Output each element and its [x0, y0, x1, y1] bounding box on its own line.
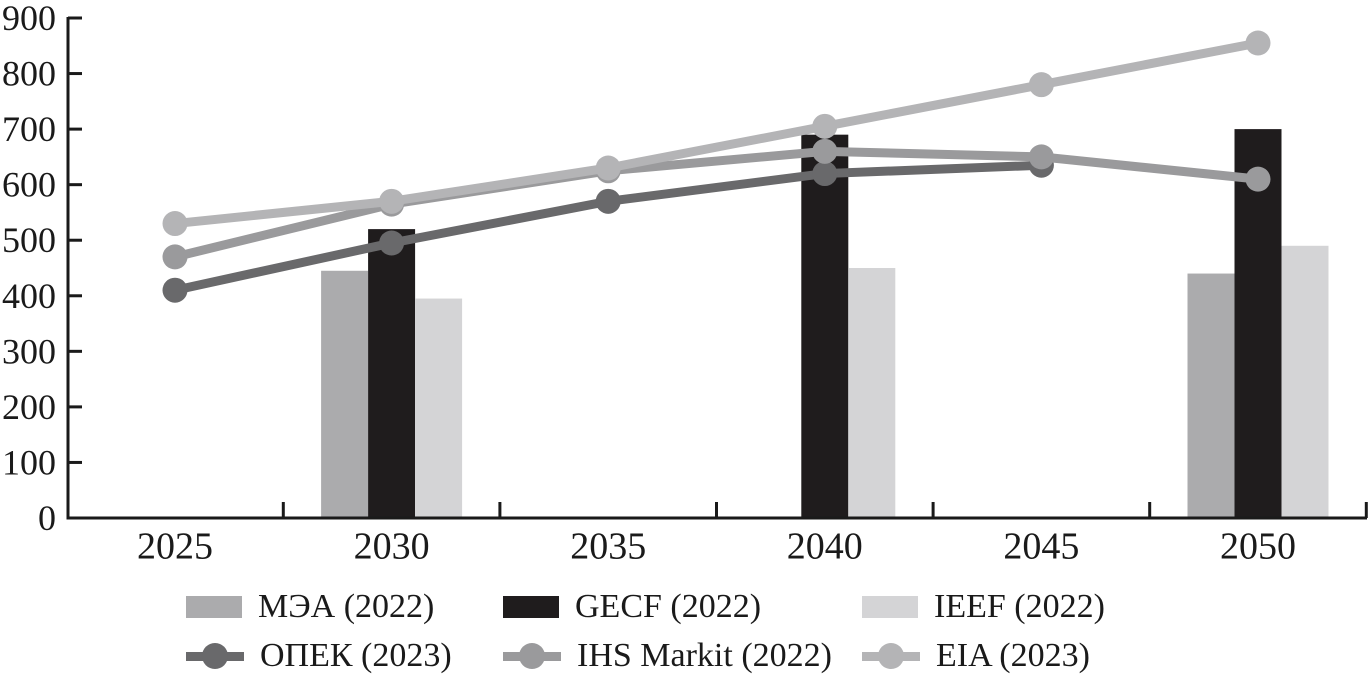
legend-label-ihs: IHS Markit (2022)	[577, 637, 832, 674]
data-point-marker	[379, 188, 405, 214]
axes-layer: 0 100 200 300 400 500 600 700 800 900 2025 2030 2035…	[2, 0, 1368, 567]
legend-item-gecf: GECF (2022)	[503, 588, 762, 625]
data-point-marker	[1245, 166, 1271, 192]
svg-text:2045: 2045	[1003, 525, 1079, 567]
legend-label-gecf: GECF (2022)	[575, 588, 762, 625]
legend-label-mea: МЭА (2022)	[258, 588, 435, 625]
bar	[1187, 273, 1235, 518]
line-swatch-ihs	[503, 642, 561, 670]
legend-label-eia: EIA (2023)	[936, 637, 1090, 674]
svg-text:2025: 2025	[137, 525, 213, 567]
legend-item-opek: ОПЕК (2023)	[186, 637, 452, 674]
data-point-marker	[1245, 30, 1271, 56]
bar	[415, 298, 463, 518]
svg-text:2035: 2035	[570, 525, 646, 567]
legend-item-ieef: IEEF (2022)	[862, 588, 1105, 625]
svg-text:600: 600	[2, 165, 56, 205]
svg-text:700: 700	[2, 109, 56, 149]
bar	[801, 134, 849, 518]
svg-text:300: 300	[2, 331, 56, 371]
bar	[321, 270, 369, 518]
data-point-marker	[812, 161, 838, 187]
svg-text:0: 0	[38, 498, 56, 538]
bar-swatch-ieef	[862, 596, 918, 618]
data-point-marker	[812, 113, 838, 139]
data-point-marker	[812, 138, 838, 164]
bars-layer	[321, 129, 1329, 518]
bar-swatch-gecf	[503, 596, 559, 618]
bar-swatch-mea	[186, 596, 242, 618]
data-point-marker	[595, 155, 621, 181]
data-point-marker	[1028, 144, 1054, 170]
bar	[368, 229, 416, 518]
data-point-marker	[162, 244, 188, 270]
legend-label-ieef: IEEF (2022)	[934, 588, 1105, 625]
data-point-marker	[595, 188, 621, 214]
bar	[1281, 245, 1329, 518]
svg-text:2040: 2040	[787, 525, 863, 567]
svg-text:200: 200	[2, 387, 56, 427]
chart-canvas: 0 100 200 300 400 500 600 700 800 900 2025 2030 2035…	[2, 0, 1368, 567]
legend-item-mea: МЭА (2022)	[186, 588, 435, 625]
svg-text:500: 500	[2, 220, 56, 260]
svg-text:100: 100	[2, 442, 56, 482]
svg-text:400: 400	[2, 276, 56, 316]
line-series	[162, 30, 1271, 237]
bar	[1234, 129, 1282, 518]
legend-item-eia: EIA (2023)	[862, 637, 1090, 674]
data-point-marker	[1028, 72, 1054, 98]
data-point-marker	[162, 277, 188, 303]
svg-text:900: 900	[2, 0, 56, 38]
line-series	[162, 152, 1054, 303]
line-swatch-opek	[186, 642, 244, 670]
svg-text:2050: 2050	[1220, 525, 1296, 567]
data-point-marker	[162, 211, 188, 237]
bar	[848, 268, 896, 518]
legend-item-ihs: IHS Markit (2022)	[503, 637, 832, 674]
legend-label-opek: ОПЕК (2023)	[260, 637, 452, 674]
svg-text:800: 800	[2, 54, 56, 94]
line-swatch-eia	[862, 642, 920, 670]
data-point-marker	[379, 230, 405, 256]
svg-text:2030: 2030	[354, 525, 430, 567]
